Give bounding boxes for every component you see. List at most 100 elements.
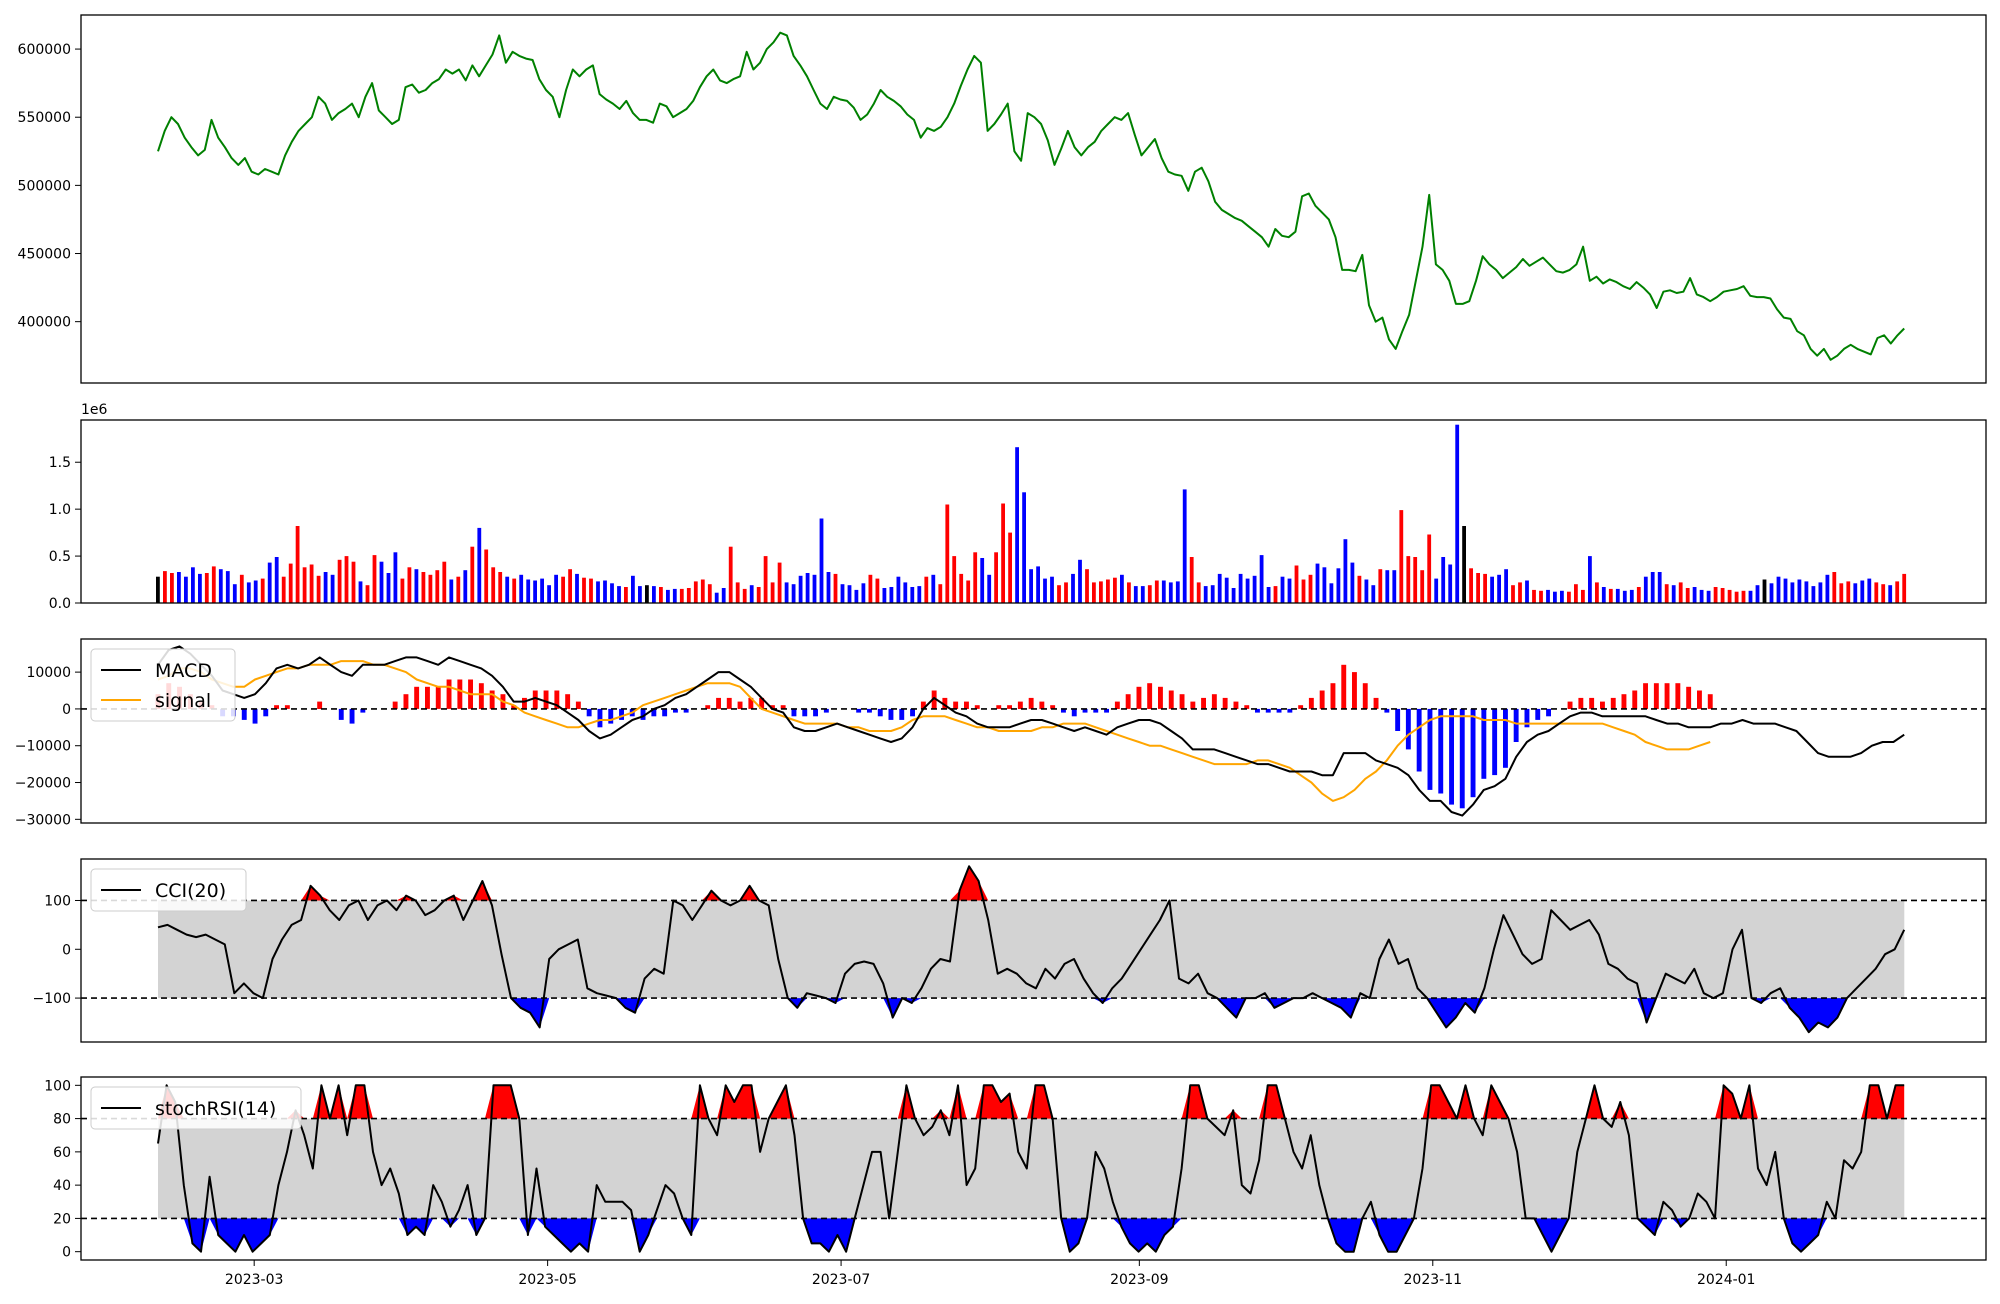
volume-bar xyxy=(407,567,412,603)
macd-histogram-bar xyxy=(1028,697,1034,709)
volume-bar xyxy=(463,570,468,603)
volume-bar xyxy=(526,579,531,603)
volume-bar xyxy=(1392,570,1397,603)
volume-bar xyxy=(1853,583,1858,603)
macd-histogram-bar xyxy=(1675,683,1681,709)
macd-histogram-bar xyxy=(1653,683,1659,709)
volume-bar xyxy=(896,576,901,603)
macd-histogram-bar xyxy=(478,683,484,709)
macd-histogram-bar xyxy=(403,694,409,709)
volume-bar xyxy=(1581,589,1585,603)
volume-bar xyxy=(1294,565,1299,603)
volume-bar xyxy=(1469,568,1473,603)
volume-bar xyxy=(1797,579,1802,603)
macd-histogram-bar xyxy=(705,705,711,709)
volume-bar xyxy=(686,588,691,603)
price-panel-y-tick-label: 600000 xyxy=(18,42,71,58)
volume-bar xyxy=(1434,578,1439,603)
macd-histogram-bar xyxy=(1298,705,1304,709)
macd-histogram-bar xyxy=(1610,697,1616,709)
volume-bar xyxy=(533,580,537,603)
volume-bar xyxy=(1720,588,1725,603)
macd-histogram-bar xyxy=(1330,683,1336,709)
volume-bar xyxy=(1490,576,1494,603)
macd-panel-y-tick-label: −30000 xyxy=(15,812,71,828)
macd-histogram-bar xyxy=(554,690,560,709)
price-panel-background xyxy=(81,15,1986,383)
macd-histogram-bar xyxy=(1071,708,1077,717)
stochrsi-panel-y-tick-label: 0 xyxy=(62,1245,71,1261)
volume-bar xyxy=(910,587,915,603)
macd-histogram-bar xyxy=(1589,697,1595,709)
volume-bar xyxy=(798,575,803,603)
price-panel xyxy=(81,15,1986,383)
stochrsi-panel-legend: stochRSI(14) xyxy=(90,1086,302,1130)
macd-histogram-bar xyxy=(565,694,571,709)
volume-bar xyxy=(1525,580,1529,603)
volume-bar xyxy=(498,572,503,603)
volume-bar xyxy=(1245,578,1250,603)
volume-bar xyxy=(1301,579,1306,603)
volume-bar xyxy=(721,588,726,603)
volume-bar xyxy=(561,576,565,603)
macd-histogram-bar xyxy=(780,705,786,709)
macd-histogram-bar xyxy=(1147,683,1153,709)
volume-bar xyxy=(372,555,377,603)
macd-histogram-bar xyxy=(888,708,894,720)
cci-panel-y-tick-label: 0 xyxy=(62,942,71,958)
volume-bar xyxy=(624,587,628,603)
macd-histogram-bar xyxy=(1503,708,1508,768)
macd-histogram-bar xyxy=(1244,705,1250,709)
volume-bar xyxy=(952,556,957,603)
macd-histogram-bar xyxy=(1179,694,1185,709)
stochrsi-panel-frame xyxy=(80,1076,1987,1261)
volume-bar xyxy=(1776,576,1781,603)
cci-panel-line xyxy=(157,865,1906,1034)
volume-bar xyxy=(1504,569,1508,603)
macd-histogram-bar xyxy=(274,705,279,709)
macd-histogram-bar xyxy=(1308,697,1314,709)
volume-bar xyxy=(295,526,300,603)
macd-histogram-bar xyxy=(1255,708,1260,713)
macd-histogram-bar xyxy=(241,708,247,720)
stochrsi-panel-legend-box xyxy=(90,1086,302,1130)
volume-bar xyxy=(1671,585,1676,603)
macd-histogram-bar xyxy=(1190,701,1196,709)
volume-bar xyxy=(603,580,607,603)
price-panel-y-tick-label: 400000 xyxy=(18,315,71,331)
price-panel-y-tick-label: 450000 xyxy=(18,247,71,263)
volume-panel-y-axis: 0.0 0.5 1.0 1.5 1e6 xyxy=(49,402,108,612)
macd-histogram-bar xyxy=(1211,694,1217,709)
macd-histogram-bar xyxy=(737,701,743,709)
macd-histogram-bar xyxy=(1664,683,1670,709)
volume-bar xyxy=(393,552,398,603)
macd-histogram-bar xyxy=(1427,708,1433,790)
volume-bar xyxy=(707,584,712,603)
volume-bar xyxy=(903,582,908,603)
volume-bar xyxy=(1783,578,1788,603)
volume-bar xyxy=(987,574,992,603)
volume-bar xyxy=(211,566,216,603)
stochrsi-panel-y-tick-label: 80 xyxy=(53,1112,71,1128)
macd-panel-y-axis: −30000 −20000 −10000 0 10000 xyxy=(15,665,81,828)
volume-bar xyxy=(1678,582,1683,603)
volume-bar xyxy=(1001,503,1005,603)
volume-bar xyxy=(386,573,391,603)
volume-bar xyxy=(861,583,866,603)
volume-bar xyxy=(428,574,433,603)
cci-panel-y-tick-label: 100 xyxy=(44,893,71,909)
macd-histogram-bar xyxy=(662,708,668,717)
macd-histogram-bar xyxy=(457,679,463,709)
volume-bar xyxy=(288,563,293,603)
macd-histogram-bar xyxy=(349,708,355,724)
volume-bar xyxy=(1664,584,1669,603)
volume-bar xyxy=(1755,585,1760,603)
macd-histogram-bar xyxy=(511,705,517,709)
macd-histogram-bar xyxy=(619,708,624,720)
volume-bar xyxy=(1699,589,1704,603)
macd-histogram-bar xyxy=(910,708,915,717)
volume-bar xyxy=(868,574,873,603)
macd-histogram-bar xyxy=(1707,694,1713,709)
volume-bar xyxy=(1511,585,1515,603)
